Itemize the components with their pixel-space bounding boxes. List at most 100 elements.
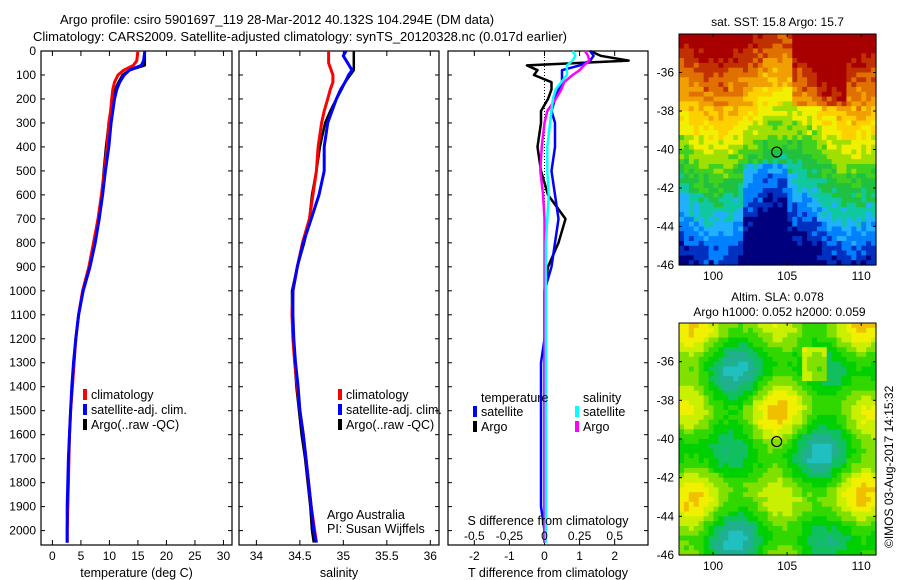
sst-cell bbox=[787, 34, 793, 40]
sst-cell bbox=[747, 111, 754, 117]
sst-cell bbox=[821, 130, 828, 136]
sst-cell bbox=[718, 216, 724, 223]
sst-cell bbox=[861, 106, 867, 112]
sst-cell bbox=[747, 260, 754, 266]
sst-cell bbox=[861, 245, 867, 252]
sst-cell bbox=[708, 236, 715, 242]
sst-cell bbox=[856, 159, 862, 165]
sla-cell bbox=[782, 458, 788, 464]
sla-cell bbox=[679, 521, 685, 527]
sla-cell bbox=[683, 492, 690, 498]
sst-cell bbox=[698, 62, 705, 69]
sst-cell bbox=[856, 216, 862, 223]
sla-cell bbox=[762, 472, 769, 479]
sla-cell bbox=[807, 337, 813, 343]
sla-cell bbox=[787, 472, 793, 479]
sst-cell bbox=[866, 226, 872, 232]
sla-cell bbox=[787, 487, 793, 493]
sst-cell bbox=[747, 236, 754, 242]
sst-cell bbox=[811, 120, 818, 127]
sla-cell bbox=[733, 352, 739, 358]
sla-ytick-label: -46 bbox=[657, 548, 675, 562]
sla-cell bbox=[767, 443, 774, 450]
sst-cell bbox=[861, 91, 867, 98]
sla-cell bbox=[792, 376, 798, 382]
sla-cell bbox=[703, 371, 710, 377]
sst-cell bbox=[693, 183, 700, 189]
sla-cell bbox=[782, 434, 788, 440]
sla-cell bbox=[728, 434, 734, 440]
sla-cell bbox=[698, 506, 705, 513]
sla-cell bbox=[679, 429, 685, 435]
sst-cell bbox=[693, 38, 700, 45]
sla-cell bbox=[688, 381, 695, 387]
sla-cell bbox=[831, 332, 838, 339]
sst-cell bbox=[708, 245, 715, 252]
sst-cell bbox=[831, 48, 838, 54]
sla-cell bbox=[816, 390, 823, 397]
sst-cell bbox=[782, 77, 788, 83]
sst-cell bbox=[723, 236, 729, 242]
sst-cell bbox=[688, 149, 695, 155]
sst-cell bbox=[728, 67, 734, 74]
sst-cell bbox=[866, 197, 872, 204]
sla-cell bbox=[826, 521, 833, 527]
sla-cell bbox=[723, 487, 729, 493]
sla-cell bbox=[713, 419, 719, 426]
sst-cell bbox=[757, 144, 764, 151]
sst-cell bbox=[856, 120, 862, 127]
sst-cell bbox=[723, 240, 729, 247]
sst-cell bbox=[718, 178, 724, 184]
sla-cell bbox=[693, 550, 700, 556]
sla-cell bbox=[856, 463, 862, 469]
sla-cell bbox=[861, 448, 867, 455]
sla-cell bbox=[836, 501, 843, 508]
sst-cell bbox=[708, 168, 715, 175]
sla-cell bbox=[782, 352, 788, 358]
sst-cell bbox=[856, 91, 862, 98]
sst-cell bbox=[767, 216, 774, 223]
sla-cell bbox=[782, 535, 788, 542]
sla-cell bbox=[851, 342, 857, 348]
sla-cell bbox=[807, 501, 813, 508]
sst-cell bbox=[698, 34, 705, 40]
sst-ytick-label: -40 bbox=[657, 143, 675, 157]
sla-cell bbox=[683, 550, 690, 556]
sla-cell bbox=[821, 434, 828, 440]
sla-cell bbox=[762, 424, 769, 430]
sla-cell bbox=[723, 458, 729, 464]
sla-cell bbox=[743, 506, 749, 513]
sla-cell bbox=[738, 497, 744, 503]
sst-cell bbox=[856, 106, 862, 112]
sla-cell bbox=[861, 395, 867, 401]
sla-cell bbox=[693, 526, 700, 532]
sla-cell bbox=[816, 443, 823, 450]
sla-cell bbox=[733, 550, 739, 556]
sla-cell bbox=[787, 352, 793, 358]
sla-cell bbox=[767, 323, 774, 329]
sst-cell bbox=[821, 77, 828, 83]
sst-cell bbox=[816, 106, 823, 112]
sst-cell bbox=[851, 62, 857, 69]
sla-cell bbox=[826, 332, 833, 339]
sla-cell bbox=[767, 405, 774, 411]
sst-cell bbox=[841, 125, 848, 131]
sst-cell bbox=[846, 168, 852, 175]
sst-cell bbox=[846, 135, 852, 141]
sst-cell bbox=[723, 111, 729, 117]
sst-cell bbox=[747, 91, 754, 98]
sst-cell bbox=[698, 159, 705, 165]
sst-cell bbox=[738, 216, 744, 223]
sst-cell bbox=[836, 130, 843, 136]
diff-s-tick-label: 0.5 bbox=[606, 529, 623, 543]
sla-cell bbox=[797, 347, 803, 353]
sla-cell bbox=[787, 506, 793, 513]
sst-cell bbox=[797, 159, 803, 165]
sla-cell bbox=[831, 327, 838, 334]
sla-cell bbox=[772, 511, 779, 517]
sst-cell bbox=[846, 207, 852, 213]
sst-cell bbox=[718, 125, 724, 131]
sla-cell bbox=[821, 439, 828, 445]
sst-cell bbox=[787, 101, 793, 107]
sst-cell bbox=[861, 82, 867, 88]
